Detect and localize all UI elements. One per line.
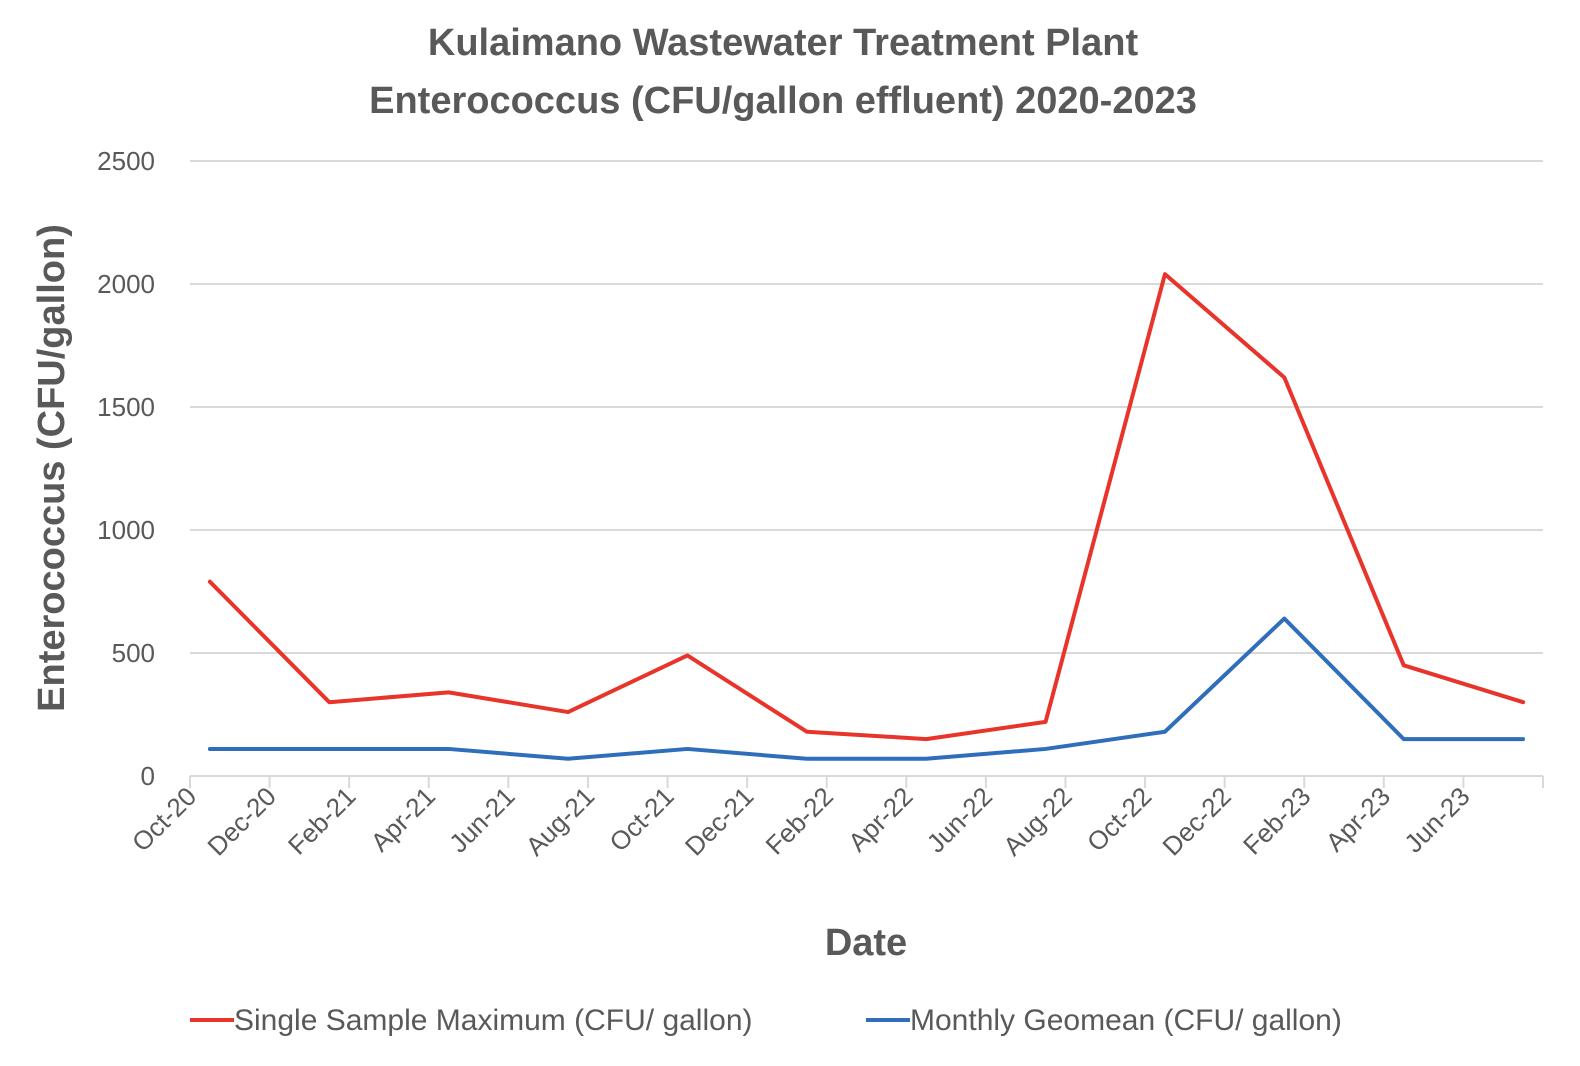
- x-tick-label: Aug-21: [520, 781, 600, 861]
- x-tick-label: Feb-22: [759, 781, 838, 860]
- x-tick-label: Feb-21: [282, 781, 361, 860]
- legend: Single Sample Maximum (CFU/ gallon) Mont…: [190, 1004, 1342, 1037]
- x-tick-label: Aug-22: [997, 781, 1077, 861]
- y-tick-label: 1500: [97, 392, 155, 422]
- x-tick-label: Apr-21: [365, 781, 441, 857]
- y-tick-label: 2000: [97, 269, 155, 299]
- x-tick-label: Jun-22: [921, 781, 998, 858]
- x-tick-label: Jun-23: [1398, 781, 1475, 858]
- series-line-single-sample-maximum: [207, 272, 1526, 742]
- x-tick-label: Jun-21: [443, 781, 520, 858]
- y-axis-label: Enterococcus (CFU/gallon): [31, 224, 73, 712]
- y-tick-label: 1000: [97, 515, 155, 545]
- x-tick-label: Dec-21: [679, 781, 759, 861]
- x-tick-label: Oct-22: [1081, 781, 1157, 857]
- legend-label-monthly-geomean: Monthly Geomean (CFU/ gallon): [910, 1004, 1342, 1037]
- x-tick-label: Dec-22: [1156, 781, 1236, 861]
- x-axis-label: Date: [825, 922, 907, 964]
- chart-title-line-2: Enterococcus (CFU/gallon effluent) 2020-…: [369, 80, 1197, 122]
- series-line-monthly-geomean: [207, 616, 1526, 761]
- x-tick-label: Apr-23: [1320, 781, 1396, 857]
- legend-label-single-sample-maximum: Single Sample Maximum (CFU/ gallon): [234, 1004, 753, 1037]
- y-tick-label: 2500: [97, 146, 155, 176]
- x-tick-label: Dec-20: [201, 781, 281, 861]
- y-tick-label: 0: [141, 761, 155, 791]
- y-tick-label: 500: [112, 638, 155, 668]
- x-tick-label: Oct-20: [126, 781, 202, 857]
- chart-title-line-1: Kulaimano Wastewater Treatment Plant: [428, 22, 1139, 64]
- x-tick-label: Apr-22: [842, 781, 918, 857]
- x-tick-label: Feb-23: [1237, 781, 1316, 860]
- x-tick-label: Oct-21: [603, 781, 679, 857]
